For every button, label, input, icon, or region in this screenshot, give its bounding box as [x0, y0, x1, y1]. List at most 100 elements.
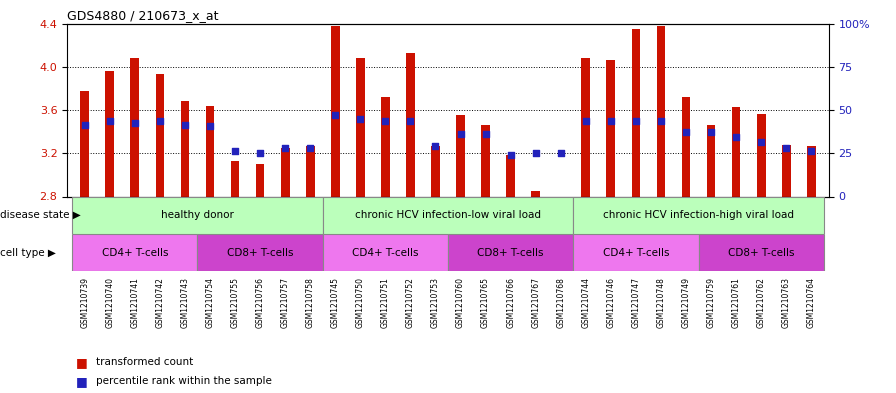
- Point: [202, 123, 217, 129]
- Text: GSM1210742: GSM1210742: [155, 277, 164, 328]
- Text: GDS4880 / 210673_x_at: GDS4880 / 210673_x_at: [67, 9, 219, 22]
- Point: [177, 122, 192, 128]
- Text: ■: ■: [76, 375, 92, 388]
- Point: [453, 130, 468, 137]
- Point: [152, 118, 167, 124]
- Text: chronic HCV infection-high viral load: chronic HCV infection-high viral load: [603, 210, 794, 220]
- Text: ■: ■: [76, 356, 92, 369]
- Bar: [156, 74, 164, 196]
- Point: [779, 145, 793, 151]
- Text: GSM1210766: GSM1210766: [506, 277, 515, 328]
- Text: GSM1210755: GSM1210755: [230, 277, 239, 328]
- Point: [704, 129, 719, 135]
- Text: healthy donor: healthy donor: [161, 210, 234, 220]
- Point: [478, 130, 493, 137]
- Bar: [356, 58, 365, 196]
- Bar: [481, 125, 490, 196]
- Bar: [81, 91, 89, 196]
- Text: GSM1210768: GSM1210768: [556, 277, 565, 328]
- Bar: [255, 164, 264, 196]
- Bar: [632, 29, 641, 196]
- Point: [303, 145, 317, 151]
- Text: GSM1210739: GSM1210739: [81, 277, 90, 328]
- Point: [403, 118, 418, 124]
- Bar: [531, 191, 540, 196]
- Point: [629, 118, 643, 124]
- Bar: [73, 234, 197, 271]
- Bar: [306, 146, 314, 196]
- Bar: [657, 26, 666, 196]
- Text: GSM1210741: GSM1210741: [130, 277, 140, 328]
- Bar: [757, 114, 765, 196]
- Text: percentile rank within the sample: percentile rank within the sample: [96, 376, 271, 386]
- Bar: [431, 146, 440, 196]
- Text: GSM1210747: GSM1210747: [632, 277, 641, 328]
- Text: GSM1210760: GSM1210760: [456, 277, 465, 328]
- Point: [353, 116, 367, 122]
- Point: [504, 152, 518, 158]
- Text: GSM1210753: GSM1210753: [431, 277, 440, 328]
- Point: [78, 122, 92, 128]
- Bar: [381, 97, 390, 196]
- Text: GSM1210758: GSM1210758: [306, 277, 314, 328]
- Text: GSM1210746: GSM1210746: [607, 277, 616, 328]
- Bar: [323, 196, 573, 234]
- Point: [378, 118, 392, 124]
- Text: CD8+ T-cells: CD8+ T-cells: [728, 248, 795, 257]
- Text: GSM1210749: GSM1210749: [682, 277, 691, 328]
- Point: [253, 150, 267, 156]
- Bar: [506, 155, 515, 196]
- Text: GSM1210744: GSM1210744: [582, 277, 590, 328]
- Point: [754, 140, 769, 146]
- Point: [529, 150, 543, 156]
- Text: transformed count: transformed count: [96, 357, 194, 367]
- Text: GSM1210754: GSM1210754: [205, 277, 214, 328]
- Text: chronic HCV infection-low viral load: chronic HCV infection-low viral load: [355, 210, 541, 220]
- Text: GSM1210750: GSM1210750: [356, 277, 365, 328]
- Text: CD4+ T-cells: CD4+ T-cells: [352, 248, 418, 257]
- Point: [428, 143, 443, 149]
- Bar: [106, 71, 114, 196]
- Text: CD4+ T-cells: CD4+ T-cells: [101, 248, 168, 257]
- Bar: [707, 125, 715, 196]
- Text: GSM1210752: GSM1210752: [406, 277, 415, 328]
- Point: [554, 150, 568, 156]
- Bar: [448, 234, 573, 271]
- Point: [654, 118, 668, 124]
- Point: [604, 118, 618, 124]
- Bar: [732, 107, 740, 196]
- Text: GSM1210762: GSM1210762: [756, 277, 766, 328]
- Bar: [573, 196, 823, 234]
- Bar: [280, 148, 289, 196]
- Text: GSM1210740: GSM1210740: [106, 277, 115, 328]
- Text: GSM1210745: GSM1210745: [331, 277, 340, 328]
- Point: [278, 145, 292, 151]
- Bar: [573, 234, 699, 271]
- Text: GSM1210759: GSM1210759: [707, 277, 716, 328]
- Bar: [807, 146, 815, 196]
- Bar: [205, 106, 214, 196]
- Bar: [131, 58, 139, 196]
- Text: GSM1210761: GSM1210761: [732, 277, 741, 328]
- Point: [679, 129, 694, 135]
- Text: GSM1210765: GSM1210765: [481, 277, 490, 328]
- Bar: [582, 58, 590, 196]
- Point: [729, 134, 744, 140]
- Bar: [456, 116, 465, 196]
- Point: [328, 112, 342, 119]
- Point: [804, 148, 818, 154]
- Text: GSM1210767: GSM1210767: [531, 277, 540, 328]
- Point: [103, 118, 117, 124]
- Bar: [181, 101, 189, 196]
- Text: disease state ▶: disease state ▶: [0, 210, 81, 220]
- Point: [127, 120, 142, 126]
- Bar: [230, 161, 239, 196]
- Text: CD8+ T-cells: CD8+ T-cells: [478, 248, 544, 257]
- Bar: [331, 26, 340, 196]
- Bar: [197, 234, 323, 271]
- Text: GSM1210748: GSM1210748: [657, 277, 666, 328]
- Bar: [607, 61, 616, 196]
- Text: GSM1210743: GSM1210743: [180, 277, 189, 328]
- Bar: [699, 234, 823, 271]
- Point: [228, 148, 242, 154]
